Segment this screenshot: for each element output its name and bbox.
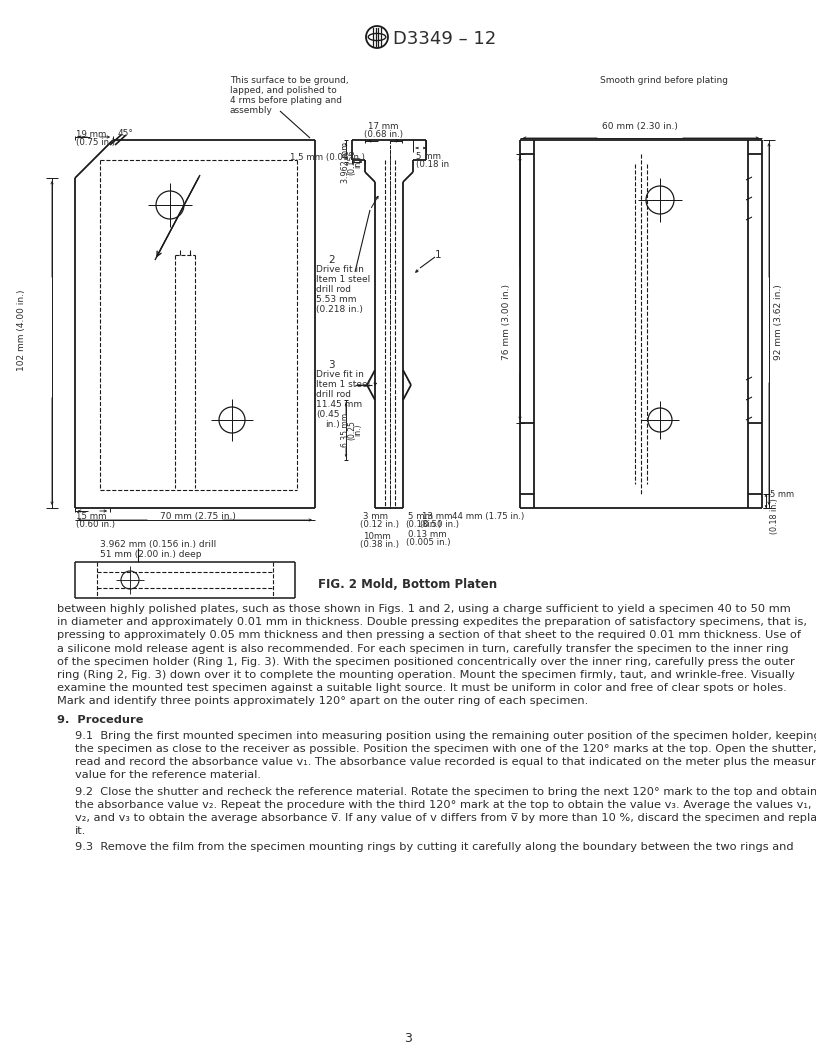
Text: 9.2  Close the shutter and recheck the reference material. Rotate the specimen t: 9.2 Close the shutter and recheck the re… (75, 787, 816, 796)
Text: drill rod: drill rod (316, 285, 351, 294)
Text: 1: 1 (435, 250, 441, 260)
Text: (0.25: (0.25 (348, 420, 357, 440)
Text: between highly polished plates, such as those shown in Figs. 1 and 2, using a ch: between highly polished plates, such as … (57, 604, 791, 614)
Text: in diameter and approximately 0.01 mm in thickness. Double pressing expedites th: in diameter and approximately 0.01 mm in… (57, 617, 807, 627)
Text: D3349 – 12: D3349 – 12 (393, 30, 496, 48)
Text: value for the reference material.: value for the reference material. (75, 771, 261, 780)
Text: Drive fit in: Drive fit in (316, 370, 364, 379)
Text: examine the mounted test specimen against a suitable light source. It must be un: examine the mounted test specimen agains… (57, 683, 787, 693)
Text: drill rod: drill rod (316, 390, 351, 399)
Text: pressing to approximately 0.05 mm thickness and then pressing a section of that : pressing to approximately 0.05 mm thickn… (57, 630, 801, 640)
Text: it.: it. (75, 826, 86, 836)
Text: Mark and identify three points approximately 120° apart on the outer ring of eac: Mark and identify three points approxima… (57, 696, 588, 706)
Text: in.): in.) (325, 420, 339, 429)
Text: read and record the absorbance value v₁. The absorbance value recorded is equal : read and record the absorbance value v₁.… (75, 757, 816, 768)
Text: (0.12 in.): (0.12 in.) (360, 520, 399, 529)
Text: This surface to be ground,: This surface to be ground, (230, 76, 348, 84)
Text: Item 1 steel: Item 1 steel (316, 275, 370, 284)
Text: 2: 2 (328, 254, 335, 265)
Text: in.): in.) (353, 155, 362, 169)
Text: 4 rms before plating and: 4 rms before plating and (230, 96, 342, 105)
Text: 0.13 mm: 0.13 mm (408, 530, 446, 539)
Text: 17 mm: 17 mm (368, 122, 398, 131)
Text: assembly: assembly (230, 106, 273, 115)
Text: a silicone mold release agent is also recommended. For each specimen in turn, ca: a silicone mold release agent is also re… (57, 643, 788, 654)
Text: Smooth grind before plating: Smooth grind before plating (600, 76, 728, 84)
Text: 60 mm (2.30 in.): 60 mm (2.30 in.) (602, 122, 678, 131)
Text: 3.962 mm (0.156 in.) drill: 3.962 mm (0.156 in.) drill (100, 540, 216, 549)
Text: 19 mm: 19 mm (76, 130, 106, 139)
Text: 51 mm (2.00 in.) deep: 51 mm (2.00 in.) deep (100, 550, 202, 559)
Text: (0.45: (0.45 (316, 410, 339, 419)
Text: 6.35 mm: 6.35 mm (340, 413, 349, 447)
Text: (0.18 in.): (0.18 in.) (770, 498, 779, 534)
Text: 1.5 mm (0.06 in.): 1.5 mm (0.06 in.) (290, 153, 365, 162)
Text: v₂, and v₃ to obtain the average absorbance v̅. If any value of v differs from v: v₂, and v₃ to obtain the average absorba… (75, 813, 816, 823)
Text: (0.50 in.): (0.50 in.) (420, 520, 459, 529)
Text: 9.  Procedure: 9. Procedure (57, 715, 144, 724)
Text: 10mm: 10mm (363, 532, 391, 541)
Text: 9.1  Bring the first mounted specimen into measuring position using the remainin: 9.1 Bring the first mounted specimen int… (75, 731, 816, 741)
Text: 5 mm: 5 mm (416, 152, 441, 161)
Text: 15 mm: 15 mm (76, 512, 107, 521)
Text: 5.53 mm: 5.53 mm (316, 295, 357, 304)
Text: 70 mm (2.75 in.): 70 mm (2.75 in.) (160, 512, 236, 521)
Text: (0.68 in.): (0.68 in.) (363, 130, 402, 139)
Text: 13 mm: 13 mm (422, 512, 453, 521)
Text: 3 mm: 3 mm (363, 512, 388, 521)
Text: 92 mm (3.62 in.): 92 mm (3.62 in.) (774, 284, 783, 360)
Text: (0.005 in.): (0.005 in.) (406, 538, 450, 547)
Text: 3.962 mm: 3.962 mm (340, 142, 349, 183)
Text: (0.156: (0.156 (348, 149, 357, 175)
Text: 45°: 45° (118, 129, 134, 138)
Text: 5 mm: 5 mm (770, 490, 794, 499)
Text: the absorbance value v₂. Repeat the procedure with the third 120° mark at the to: the absorbance value v₂. Repeat the proc… (75, 799, 811, 810)
Text: 3: 3 (328, 360, 335, 370)
Text: in.): in.) (353, 423, 362, 436)
Text: Drive fit in: Drive fit in (316, 265, 364, 274)
Text: (0.75 in.): (0.75 in.) (76, 138, 115, 147)
Text: 9.3  Remove the film from the specimen mounting rings by cutting it carefully al: 9.3 Remove the film from the specimen mo… (75, 843, 794, 852)
Text: 44 mm (1.75 in.): 44 mm (1.75 in.) (452, 512, 524, 521)
Text: 11.45 mm: 11.45 mm (316, 400, 362, 409)
Text: ring (Ring 2, Fig. 3) down over it to complete the mounting operation. Mount the: ring (Ring 2, Fig. 3) down over it to co… (57, 670, 795, 680)
Text: lapped, and polished to: lapped, and polished to (230, 86, 337, 95)
Text: (0.18in.): (0.18in.) (405, 520, 441, 529)
Text: the specimen as close to the receiver as possible. Position the specimen with on: the specimen as close to the receiver as… (75, 744, 816, 754)
Text: of the specimen holder (Ring 1, Fig. 3). With the specimen positioned concentric: of the specimen holder (Ring 1, Fig. 3).… (57, 657, 795, 666)
Text: FIG. 2 Mold, Bottom Platen: FIG. 2 Mold, Bottom Platen (318, 578, 498, 591)
Text: Item 1 steel: Item 1 steel (316, 380, 370, 389)
Text: (0.218 in.): (0.218 in.) (316, 305, 363, 314)
Text: (0.60 in.): (0.60 in.) (76, 520, 115, 529)
Text: 5 mm: 5 mm (408, 512, 433, 521)
Text: (0.38 in.): (0.38 in.) (360, 540, 399, 549)
Text: 3: 3 (404, 1032, 412, 1045)
Text: 76 mm (3.00 in.): 76 mm (3.00 in.) (502, 284, 511, 360)
Text: 102 mm (4.00 in.): 102 mm (4.00 in.) (17, 289, 26, 371)
Text: (0.18 in: (0.18 in (416, 161, 449, 169)
